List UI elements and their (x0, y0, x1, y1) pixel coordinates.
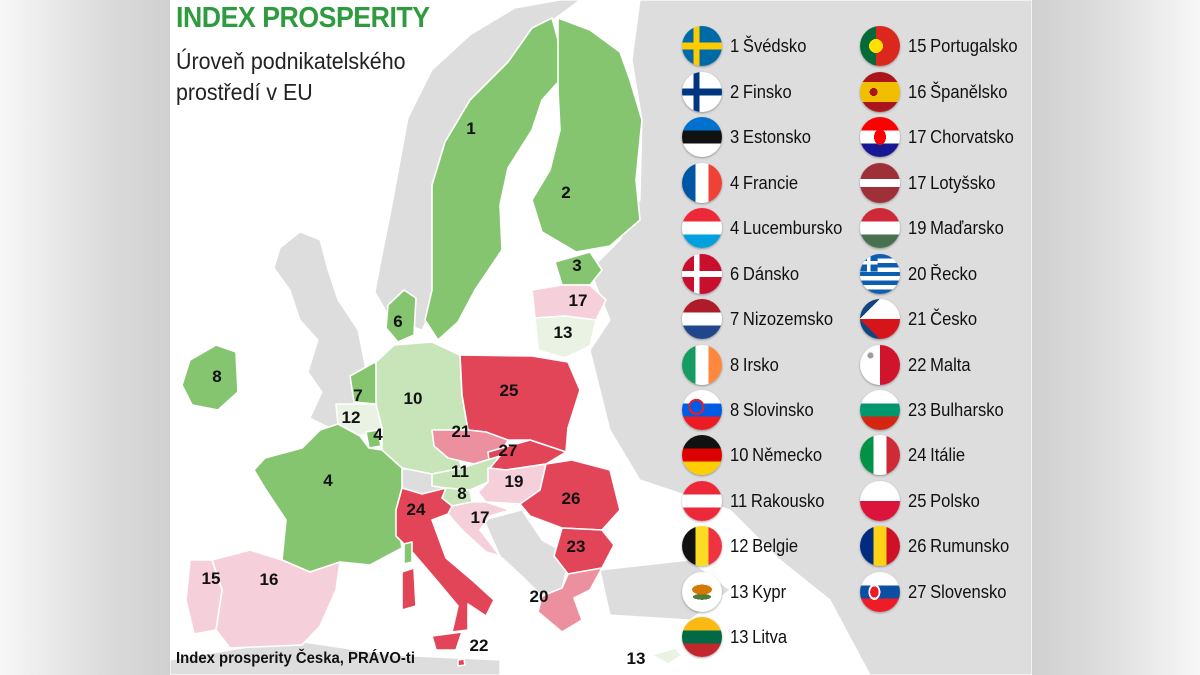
map-label-ireland: 8 (212, 367, 222, 386)
map-label-estonia: 3 (572, 256, 582, 275)
map-label-italy: 24 (406, 500, 426, 519)
page-subtitle: Úroveň podnikatelského prostředí v EU (176, 48, 406, 105)
map-label-germany: 10 (403, 389, 423, 408)
lithuania-shape (534, 315, 597, 359)
map-label-spain: 16 (259, 570, 279, 589)
map-label-slovenia: 8 (457, 484, 467, 503)
denmark-shape (385, 289, 417, 343)
italy-shape (395, 487, 495, 633)
infographic-panel: INDEX PROSPERITY Úroveň podnikatelského … (170, 0, 1032, 675)
map-label-netherlands: 7 (353, 386, 363, 405)
map-label-bulgaria: 23 (566, 537, 586, 556)
sicily-shape (431, 631, 463, 651)
map-label-latvia: 17 (568, 291, 588, 310)
right-backdrop (1032, 0, 1200, 675)
source-credit: Index prosperity Česka, PRÁVO-ti (176, 650, 415, 667)
eu-countries (181, 17, 683, 667)
map-label-malta: 22 (469, 636, 489, 655)
malta-shape (457, 658, 466, 667)
map-label-luxembourg: 4 (373, 425, 383, 444)
map-label-belgium: 12 (341, 408, 361, 427)
map-label-denmark: 6 (393, 312, 403, 331)
portugal-shape (185, 559, 223, 635)
page-title: INDEX PROSPERITY (176, 2, 430, 34)
map-label-lithuania: 13 (553, 323, 573, 342)
map-label-cyprus: 13 (626, 649, 646, 668)
map-label-finland: 2 (561, 183, 571, 202)
ireland-shape (181, 344, 239, 411)
estonia-shape (554, 251, 603, 286)
map-label-slovakia: 27 (498, 441, 518, 460)
map-label-croatia: 17 (470, 508, 490, 527)
map-label-sweden: 1 (466, 119, 476, 138)
luxembourg-shape (365, 429, 382, 449)
map-label-poland: 25 (499, 381, 519, 400)
sardinia-shape (401, 567, 417, 611)
map-label-austria: 11 (451, 462, 469, 481)
sweden-shape (424, 17, 561, 341)
map-label-czechia: 21 (451, 422, 471, 441)
map-label-greece: 20 (529, 587, 549, 606)
map-label-portugal: 15 (201, 569, 221, 588)
croatia-shape (447, 501, 511, 557)
corsica-shape (403, 541, 413, 565)
left-backdrop (0, 0, 170, 675)
greece-shape (537, 567, 603, 633)
map-label-romania: 26 (561, 489, 581, 508)
map-label-france: 4 (323, 471, 333, 490)
map-label-hungary: 19 (504, 472, 524, 491)
finland-shape (531, 17, 643, 253)
